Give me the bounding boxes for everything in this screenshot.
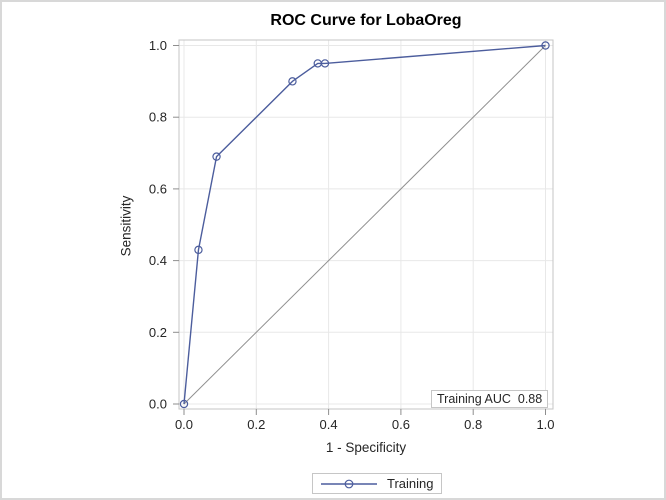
y-tick-label: 0.0 [149, 397, 167, 412]
y-axis-title: Sensitivity [118, 195, 134, 257]
data-point-marker [179, 399, 189, 409]
legend-item-label: Training [387, 476, 434, 491]
data-point-marker [288, 77, 297, 86]
x-tick-label: 0.4 [320, 417, 338, 432]
x-tick-label: 0.2 [247, 417, 265, 432]
data-point-marker [320, 59, 330, 68]
legend: Training [312, 473, 443, 494]
y-tick-label: 1.0 [149, 38, 167, 53]
y-tick-label: 0.8 [149, 110, 167, 125]
legend-line-marker-icon [321, 479, 377, 488]
auc-annotation-value: 0.88 [517, 392, 543, 406]
plot-frame [178, 39, 554, 410]
data-point-marker [212, 152, 221, 161]
x-tick-label: 0.0 [175, 417, 193, 432]
x-tick-label: 0.6 [392, 417, 410, 432]
x-tick-label: 1.0 [536, 417, 554, 432]
diagonal-reference-line [183, 45, 546, 405]
auc-annotation: Training AUC 0.88 [431, 390, 549, 408]
roc-curve-line [183, 44, 546, 405]
y-tick-label: 0.4 [149, 253, 167, 268]
y-tick-label: 0.2 [149, 325, 167, 340]
x-axis-title: 1 - Specificity [325, 440, 407, 455]
data-point-marker [541, 41, 550, 50]
x-tick-label: 0.8 [464, 417, 482, 432]
data-point-marker [194, 245, 203, 255]
y-tick-label: 0.6 [149, 181, 167, 196]
auc-annotation-label: Training AUC [437, 392, 511, 406]
chart-title: ROC Curve for LobaOreg [270, 12, 462, 29]
